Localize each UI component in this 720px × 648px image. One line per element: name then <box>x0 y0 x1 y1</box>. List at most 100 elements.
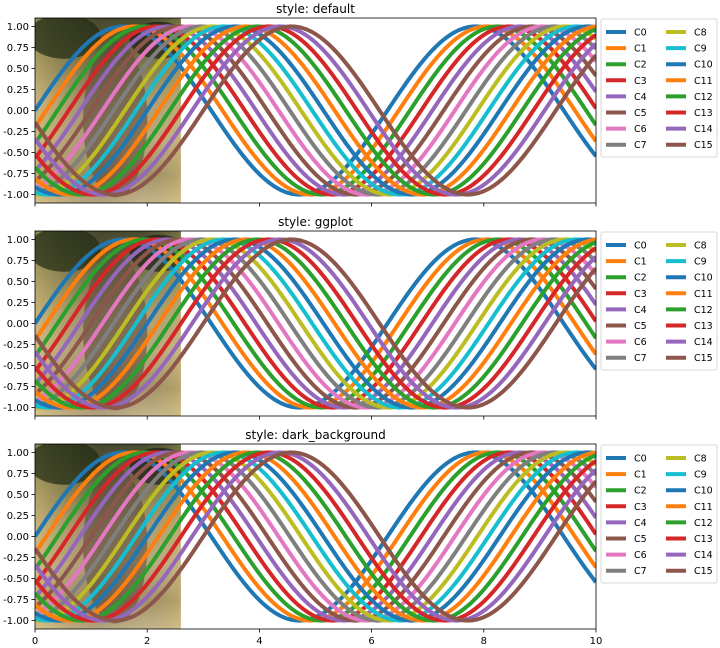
y-tick-label: 0.50 <box>7 277 29 288</box>
y-tick-label: 0.50 <box>7 490 29 501</box>
legend-label-c5: C5 <box>634 108 647 119</box>
legend-label-c13: C13 <box>694 534 713 545</box>
series-line-c3 <box>35 237 596 410</box>
panel-0: style: default -1.00 -0.75 -0.50 -0.25 0.00 0.… <box>3 2 718 207</box>
series-line-c8 <box>35 450 596 623</box>
panel-title: style: ggplot <box>278 215 353 229</box>
y-tick-label: 0.25 <box>7 511 29 522</box>
series-line-c3 <box>35 450 596 623</box>
legend-label-c6: C6 <box>634 550 647 561</box>
y-tick-label: -0.50 <box>3 148 29 159</box>
series-line-c6 <box>35 237 596 410</box>
legend-label-c4: C4 <box>634 92 647 103</box>
legend-label-c4: C4 <box>634 518 647 529</box>
legend-label-c2: C2 <box>634 273 647 284</box>
legend-label-c9: C9 <box>694 470 707 481</box>
legend-label-c7: C7 <box>634 140 647 151</box>
series-line-c3 <box>35 24 596 197</box>
y-tick-label: 0.75 <box>7 43 29 54</box>
legend-label-c3: C3 <box>634 502 647 513</box>
legend: C0 C1 C2 C3 C4 C5 C6 C7 C8 C9 C10 C11 C12 C13 C14 C15 <box>600 444 718 584</box>
series-line-c11 <box>35 450 596 623</box>
y-tick-label: -0.75 <box>3 169 29 180</box>
y-tick-label: 0.75 <box>7 469 29 480</box>
legend-label-c8: C8 <box>694 241 707 252</box>
series-line-c6 <box>35 450 596 623</box>
legend-label-c13: C13 <box>694 321 713 332</box>
legend-label-c13: C13 <box>694 108 713 119</box>
legend-label-c3: C3 <box>634 76 647 87</box>
series-line-c7 <box>35 450 596 623</box>
series-line-c10 <box>35 237 596 410</box>
legend-label-c15: C15 <box>694 566 713 577</box>
series-line-c10 <box>35 450 596 623</box>
legend-label-c15: C15 <box>694 353 713 364</box>
series-line-c9 <box>35 24 596 197</box>
series-line-c4 <box>35 237 596 410</box>
x-tick-label: 6 <box>368 636 374 647</box>
legend: C0 C1 C2 C3 C4 C5 C6 C7 C8 C9 C10 C11 C12 C13 C14 C15 <box>600 231 718 371</box>
legend: C0 C1 C2 C3 C4 C5 C6 C7 C8 C9 C10 C11 C12 C13 C14 C15 <box>600 18 718 158</box>
y-tick-label: -0.25 <box>3 127 29 138</box>
y-tick-label: 0.00 <box>7 532 29 543</box>
y-tick-label: 0.25 <box>7 298 29 309</box>
legend-label-c8: C8 <box>694 454 707 465</box>
series-line-c5 <box>35 24 596 197</box>
series-line-c12 <box>35 24 596 197</box>
y-tick-label: 0.00 <box>7 319 29 330</box>
y-tick-label: 1.00 <box>7 22 29 33</box>
legend-label-c1: C1 <box>634 470 647 481</box>
x-tick-label: 2 <box>144 636 150 647</box>
series-line-c4 <box>35 450 596 623</box>
legend-label-c5: C5 <box>634 534 647 545</box>
legend-label-c10: C10 <box>694 60 713 71</box>
series-line-c6 <box>35 24 596 197</box>
y-tick-label: -0.75 <box>3 382 29 393</box>
y-tick-label: 0.00 <box>7 106 29 117</box>
legend-label-c2: C2 <box>634 486 647 497</box>
series-line-c5 <box>35 450 596 623</box>
legend-box <box>600 444 718 584</box>
y-tick-label: 0.50 <box>7 64 29 75</box>
legend-label-c11: C11 <box>694 502 713 513</box>
series-line-c8 <box>35 237 596 410</box>
series-line-c15 <box>35 237 596 410</box>
y-tick-label: -0.50 <box>3 361 29 372</box>
series-line-c13 <box>35 450 596 623</box>
panel-1: style: ggplot -1.00 -0.75 -0.50 -0.25 0.00 0.2… <box>3 215 718 420</box>
legend-label-c10: C10 <box>694 486 713 497</box>
series-line-c12 <box>35 450 596 623</box>
legend-label-c1: C1 <box>634 44 647 55</box>
legend-label-c14: C14 <box>694 124 713 135</box>
legend-label-c7: C7 <box>634 353 647 364</box>
panel-title: style: dark_background <box>245 428 385 442</box>
series-line-c8 <box>35 24 596 197</box>
legend-label-c12: C12 <box>694 518 713 529</box>
legend-label-c0: C0 <box>634 241 647 252</box>
legend-label-c7: C7 <box>634 566 647 577</box>
y-tick-label: 1.00 <box>7 448 29 459</box>
legend-label-c6: C6 <box>634 337 647 348</box>
legend-label-c1: C1 <box>634 257 647 268</box>
series-line-c4 <box>35 24 596 197</box>
y-tick-label: -1.00 <box>3 190 29 201</box>
legend-label-c11: C11 <box>694 76 713 87</box>
legend-box <box>600 18 718 158</box>
legend-label-c15: C15 <box>694 140 713 151</box>
legend-label-c8: C8 <box>694 28 707 39</box>
legend-label-c4: C4 <box>634 305 647 316</box>
y-tick-label: -0.25 <box>3 553 29 564</box>
series-line-c11 <box>35 237 596 410</box>
legend-label-c9: C9 <box>694 257 707 268</box>
y-tick-label: -0.50 <box>3 574 29 585</box>
legend-label-c3: C3 <box>634 289 647 300</box>
series-line-c10 <box>35 24 596 197</box>
legend-label-c2: C2 <box>634 60 647 71</box>
series-line-c14 <box>35 450 596 623</box>
y-tick-label: -1.00 <box>3 616 29 627</box>
y-tick-label: 1.00 <box>7 235 29 246</box>
legend-label-c0: C0 <box>634 454 647 465</box>
y-tick-label: -0.75 <box>3 595 29 606</box>
legend-label-c9: C9 <box>694 44 707 55</box>
panel-2: style: dark_background -1.00 -0.75 -0.50 -0.… <box>3 428 718 647</box>
